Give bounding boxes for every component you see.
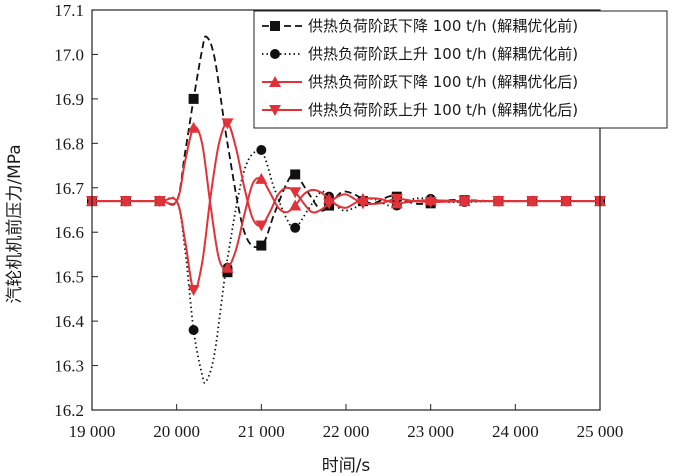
x-tick-label: 24 000 — [492, 422, 539, 441]
series-2-line — [92, 150, 600, 384]
series-4-point — [492, 196, 505, 208]
series-4-point — [390, 193, 403, 205]
y-tick-label: 16.3 — [54, 357, 84, 376]
series-4-point — [119, 196, 132, 208]
series-4-point — [560, 196, 573, 208]
y-tick-label: 16.5 — [54, 268, 84, 287]
y-tick-label: 16.8 — [54, 134, 84, 153]
legend-items: 供热负荷阶跃下降 100 t/h (解耦优化前) 供热负荷阶跃上升 100 t/h… — [262, 17, 578, 119]
legend-marker — [269, 105, 281, 116]
legend-marker — [270, 49, 280, 59]
x-tick-label: 23 000 — [407, 422, 454, 441]
legend-label: 供热负荷阶跃上升 100 t/h (解耦优化后) — [308, 101, 578, 119]
legend-item-4: 供热负荷阶跃上升 100 t/h (解耦优化后) — [262, 101, 578, 119]
series-1-point — [290, 169, 301, 180]
series-layer — [86, 35, 606, 384]
x-axis-title: 时间/s — [322, 456, 371, 476]
series-2 — [87, 145, 605, 384]
series-4-point — [323, 198, 336, 210]
legend-item-1: 供热负荷阶跃下降 100 t/h (解耦优化前) — [262, 17, 578, 35]
x-tick-label: 25 000 — [577, 422, 624, 441]
series-4-point — [187, 285, 200, 296]
y-tick-label: 16.7 — [54, 179, 84, 198]
y-tick-label: 16.2 — [54, 401, 84, 420]
y-axis-title: 汽轮机机前压力/MPa — [5, 144, 25, 303]
series-4 — [86, 118, 606, 296]
series-2-point — [188, 325, 199, 335]
x-tick-label: 22 000 — [323, 422, 370, 441]
legend-marker — [270, 21, 280, 31]
series-3-line — [92, 126, 600, 270]
series-4-point — [526, 196, 539, 208]
legend-label: 供热负荷阶跃下降 100 t/h (解耦优化前) — [308, 17, 578, 35]
series-2-point — [290, 222, 301, 233]
legend-label: 供热负荷阶跃下降 100 t/h (解耦优化后) — [308, 73, 578, 91]
y-tick-label: 17.1 — [54, 1, 84, 20]
y-tick-label: 16.9 — [54, 90, 84, 109]
legend-box — [253, 10, 668, 129]
series-2-point — [256, 145, 267, 155]
series-4-point — [289, 187, 302, 199]
series-3-point — [187, 121, 200, 133]
legend-item-3: 供热负荷阶跃下降 100 t/h (解耦优化后) — [262, 73, 578, 91]
y-tick-label: 17.0 — [54, 45, 84, 64]
x-tick-label: 21 000 — [238, 422, 285, 441]
series-3-point — [221, 261, 234, 273]
y-tick-label: 16.4 — [54, 312, 84, 331]
series-4-point — [424, 197, 437, 208]
series-4-point — [356, 198, 369, 210]
x-tick-label: 20 000 — [153, 422, 200, 441]
legend-item-2: 供热负荷阶跃上升 100 t/h (解耦优化前) — [262, 45, 578, 63]
series-3-point — [255, 172, 268, 184]
series-4-point — [153, 196, 166, 208]
series-3-point — [289, 199, 302, 211]
series-1-point — [188, 93, 199, 104]
legend-marker — [269, 76, 281, 87]
x-tick-label: 19 000 — [69, 422, 116, 441]
legend-label: 供热负荷阶跃上升 100 t/h (解耦优化前) — [308, 45, 578, 63]
series-4-point — [255, 220, 268, 232]
y-tick-label: 16.6 — [54, 223, 84, 242]
axes-layer: 19 000 20 000 21 000 22 000 23 000 24 000 25 0… — [54, 1, 623, 441]
series-4-point — [221, 118, 234, 130]
series-1-point — [256, 240, 267, 251]
series-4-point — [458, 196, 471, 208]
legend: 供热负荷阶跃下降 100 t/h (解耦优化前) 供热负荷阶跃上升 100 t/h… — [253, 10, 668, 129]
